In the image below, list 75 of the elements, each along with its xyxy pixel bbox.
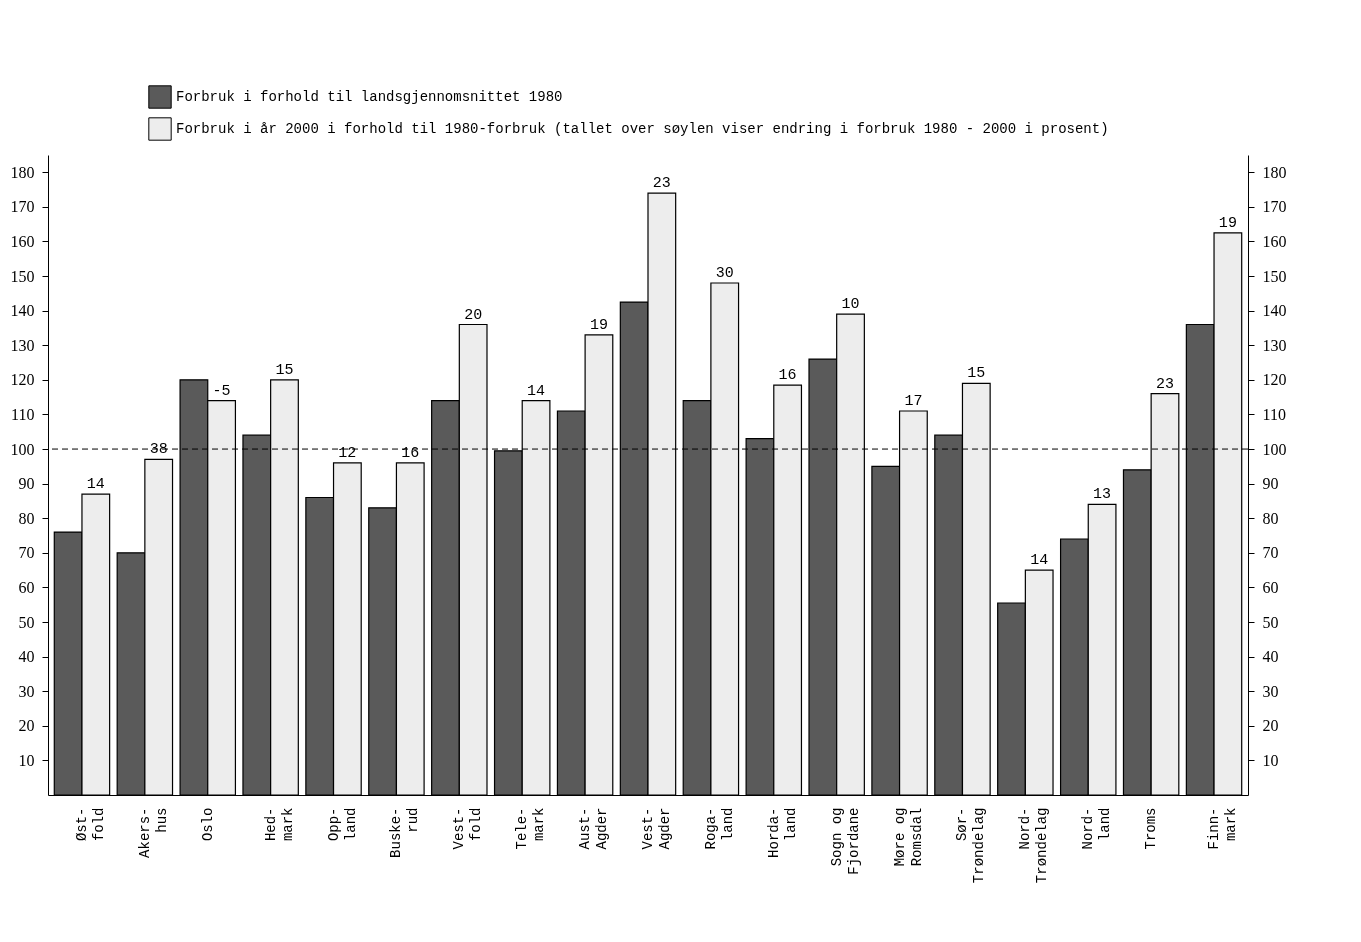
y-tick-label: 120	[10, 371, 35, 389]
y2-tick-label: 140	[1262, 302, 1287, 320]
x-tick-label: Sør- Trøndelag	[954, 807, 988, 884]
x-tick-label: Akers- hus	[136, 807, 170, 858]
annotation: 16	[401, 444, 420, 462]
y-tick-label: 90	[18, 475, 35, 493]
y-tick-label: 160	[10, 232, 35, 250]
x-tick-label: Tele- mark	[514, 807, 548, 850]
y-tick-label: 130	[10, 336, 35, 354]
y2-tick-label: 80	[1262, 509, 1279, 527]
annotation: 23	[652, 175, 671, 193]
y2-tick-label: 150	[1262, 267, 1287, 285]
y2-tick-label: 60	[1262, 578, 1279, 596]
annotation: 14	[86, 476, 105, 494]
x-tick-label: Finn- mark	[1206, 807, 1240, 850]
legend-label: Forbruk i forhold til landsgjennomsnittet 1980	[176, 89, 563, 105]
x-tick-label: Aust- Agder	[577, 807, 611, 850]
annotation: 19	[1218, 214, 1237, 232]
y-tick-label: 40	[18, 648, 35, 666]
x-tick-label: Vest- fold	[451, 807, 485, 850]
annotation: 15	[275, 361, 294, 379]
legend-label: Forbruk i år 2000 i forhold til 1980-forbruk (tallet over søylen viser endring i forbruk 1980 - 2000 i prosent)	[176, 121, 1109, 137]
y-tick-label: 140	[10, 302, 35, 320]
y2-tick-label: 120	[1262, 371, 1287, 389]
x-tick-label: Nord- land	[1080, 807, 1114, 850]
annotation: 38	[149, 441, 168, 459]
y2-tick-label: 10	[1262, 751, 1279, 769]
y-tick-label: 100	[10, 440, 35, 458]
y2-tick-label: 70	[1262, 544, 1279, 562]
y2-tick-label: 20	[1262, 717, 1279, 735]
y-tick-label: 30	[18, 682, 35, 700]
annotation: 14	[527, 382, 546, 400]
y2-tick-label: 130	[1262, 336, 1287, 354]
y-tick-label: 50	[18, 613, 35, 631]
x-tick-label: Roga- land	[702, 807, 736, 850]
x-tick-label: Øst- fold	[73, 807, 107, 842]
annotation: 23	[1155, 375, 1174, 393]
annotation: 17	[904, 393, 923, 410]
y-tick-label: 80	[18, 509, 35, 527]
annotation: 20	[464, 306, 483, 324]
y-tick-label: 70	[18, 544, 35, 562]
y2-tick-label: 160	[1262, 232, 1287, 250]
y-tick-label: 170	[10, 198, 35, 216]
x-tick-label: Hed- mark	[262, 807, 296, 842]
y-tick-label: 60	[18, 578, 35, 596]
annotation: 19	[589, 316, 608, 334]
y2-tick-label: 170	[1262, 198, 1287, 216]
y2-tick-label: 110	[1262, 405, 1286, 423]
x-tick-label: Vest- Agder	[640, 807, 673, 850]
x-tick-label: Troms	[1143, 807, 1160, 850]
annotation: 13	[1093, 486, 1112, 504]
y-tick-label: 20	[18, 717, 35, 735]
annotation: 14	[1030, 552, 1049, 570]
annotation: 10	[841, 296, 860, 314]
annotation: 12	[338, 444, 357, 462]
annotation: 30	[715, 265, 734, 282]
y-tick-label: 10	[18, 751, 35, 769]
x-tick-label: Oslo	[199, 807, 216, 842]
y2-tick-label: 90	[1262, 475, 1279, 493]
y2-tick-label: 40	[1262, 648, 1279, 666]
y-tick-label: 180	[10, 163, 35, 181]
y-tick-label: 150	[10, 267, 35, 285]
y2-tick-label: 30	[1262, 682, 1279, 700]
y2-tick-label: 100	[1262, 440, 1287, 458]
annotation: -5	[212, 382, 231, 400]
y2-tick-label: 50	[1262, 613, 1279, 631]
annotation: 16	[778, 367, 797, 385]
y-tick-label: 110	[11, 405, 35, 423]
annotation: 15	[967, 365, 986, 383]
y2-tick-label: 180	[1262, 163, 1287, 181]
x-tick-label: Nord- Trøndelag	[1017, 807, 1051, 884]
x-tick-label: Opp- land	[325, 807, 359, 842]
x-tick-label: Møre og Romsdal	[891, 807, 925, 867]
x-tick-label: Buske- rud	[388, 807, 422, 858]
x-tick-label: Horda- land	[765, 807, 799, 858]
